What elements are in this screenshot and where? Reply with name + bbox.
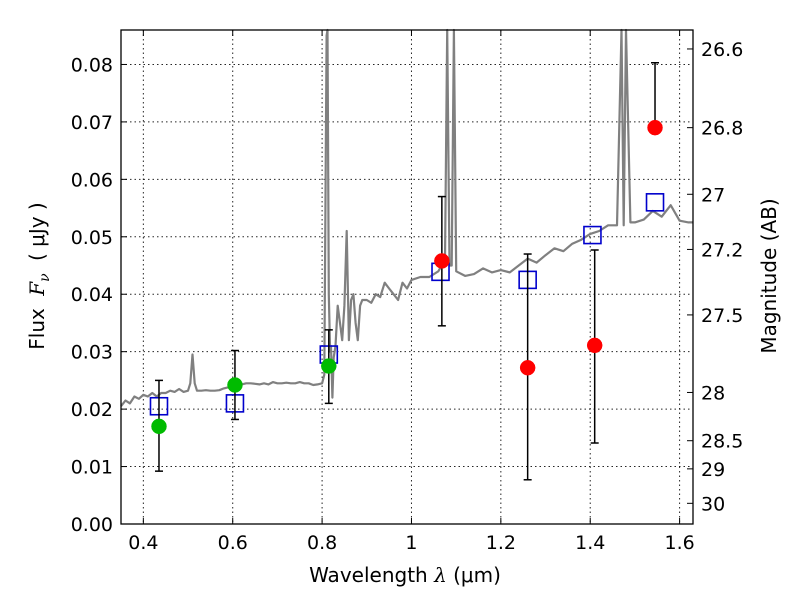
axis-ticks: 0.4 0.6 0.8 1 1.2 1.4 1.6 0.00 0.01 0.02 0.03 0.04 0… [71,30,743,554]
x-axis-title-symbol: λ [433,563,447,587]
y-axis-title-subscript: ν [37,273,53,282]
model-square-marker [583,225,602,245]
y-tick-label: 0.08 [71,54,113,76]
y2-tick-label: 30 [701,493,725,515]
y2-tick-label: 28.5 [701,431,743,453]
y-axis-title-symbol: F [25,281,49,297]
model-square-marker [645,193,665,212]
observed-point [227,377,243,393]
y2-tick-label: 26.6 [701,39,743,61]
x-tick-label: 1.6 [664,532,694,554]
x-axis-title-unit: (μm) [453,563,501,587]
y2-tick-label: 29 [701,459,725,481]
y-tick-label: 0.00 [71,514,113,536]
x-tick-label: 0.6 [218,532,248,554]
x-tick-label: 1 [405,532,417,554]
observed-point [321,358,337,374]
observed-point [151,418,167,435]
y-axis-title-unit: ( μJy ) [25,202,49,261]
y2-tick-label: 26.8 [701,118,743,140]
x-tick-label: 1.4 [575,532,605,554]
x-tick-label: 0.8 [307,532,337,554]
grid-lines [121,30,693,525]
y2-tick-label: 27.2 [701,239,743,261]
y-tick-label: 0.05 [71,227,113,249]
y-tick-label: 0.07 [71,112,113,134]
y-tick-label: 0.06 [71,169,113,191]
plot-frame [120,29,694,525]
spectrum-line [120,28,693,407]
observed-point [647,119,663,136]
y-tick-label: 0.01 [71,457,113,479]
y-axis-title-prefix: Flux [25,308,49,350]
y-tick-label: 0.03 [71,342,113,364]
y-tick-label: 0.02 [71,399,113,421]
y2-tick-label: 28 [701,382,725,404]
x-axis-title-prefix: Wavelength [309,563,428,587]
x-axis-title: Wavelength λ (μm) [309,563,501,587]
x-tick-label: 0.4 [128,532,158,554]
x-tick-label: 1.2 [486,532,516,554]
y2-axis-title: Magnitude (AB) [757,198,781,353]
y2-tick-label: 27.5 [701,305,743,327]
plot-data [120,28,693,481]
y-tick-label: 0.04 [71,284,113,306]
observed-point [586,337,603,354]
y-axis-title: Flux Fν ( μJy ) [25,202,54,349]
observed-point [519,360,536,376]
observed-point [434,253,450,269]
y2-tick-label: 27 [701,184,725,206]
